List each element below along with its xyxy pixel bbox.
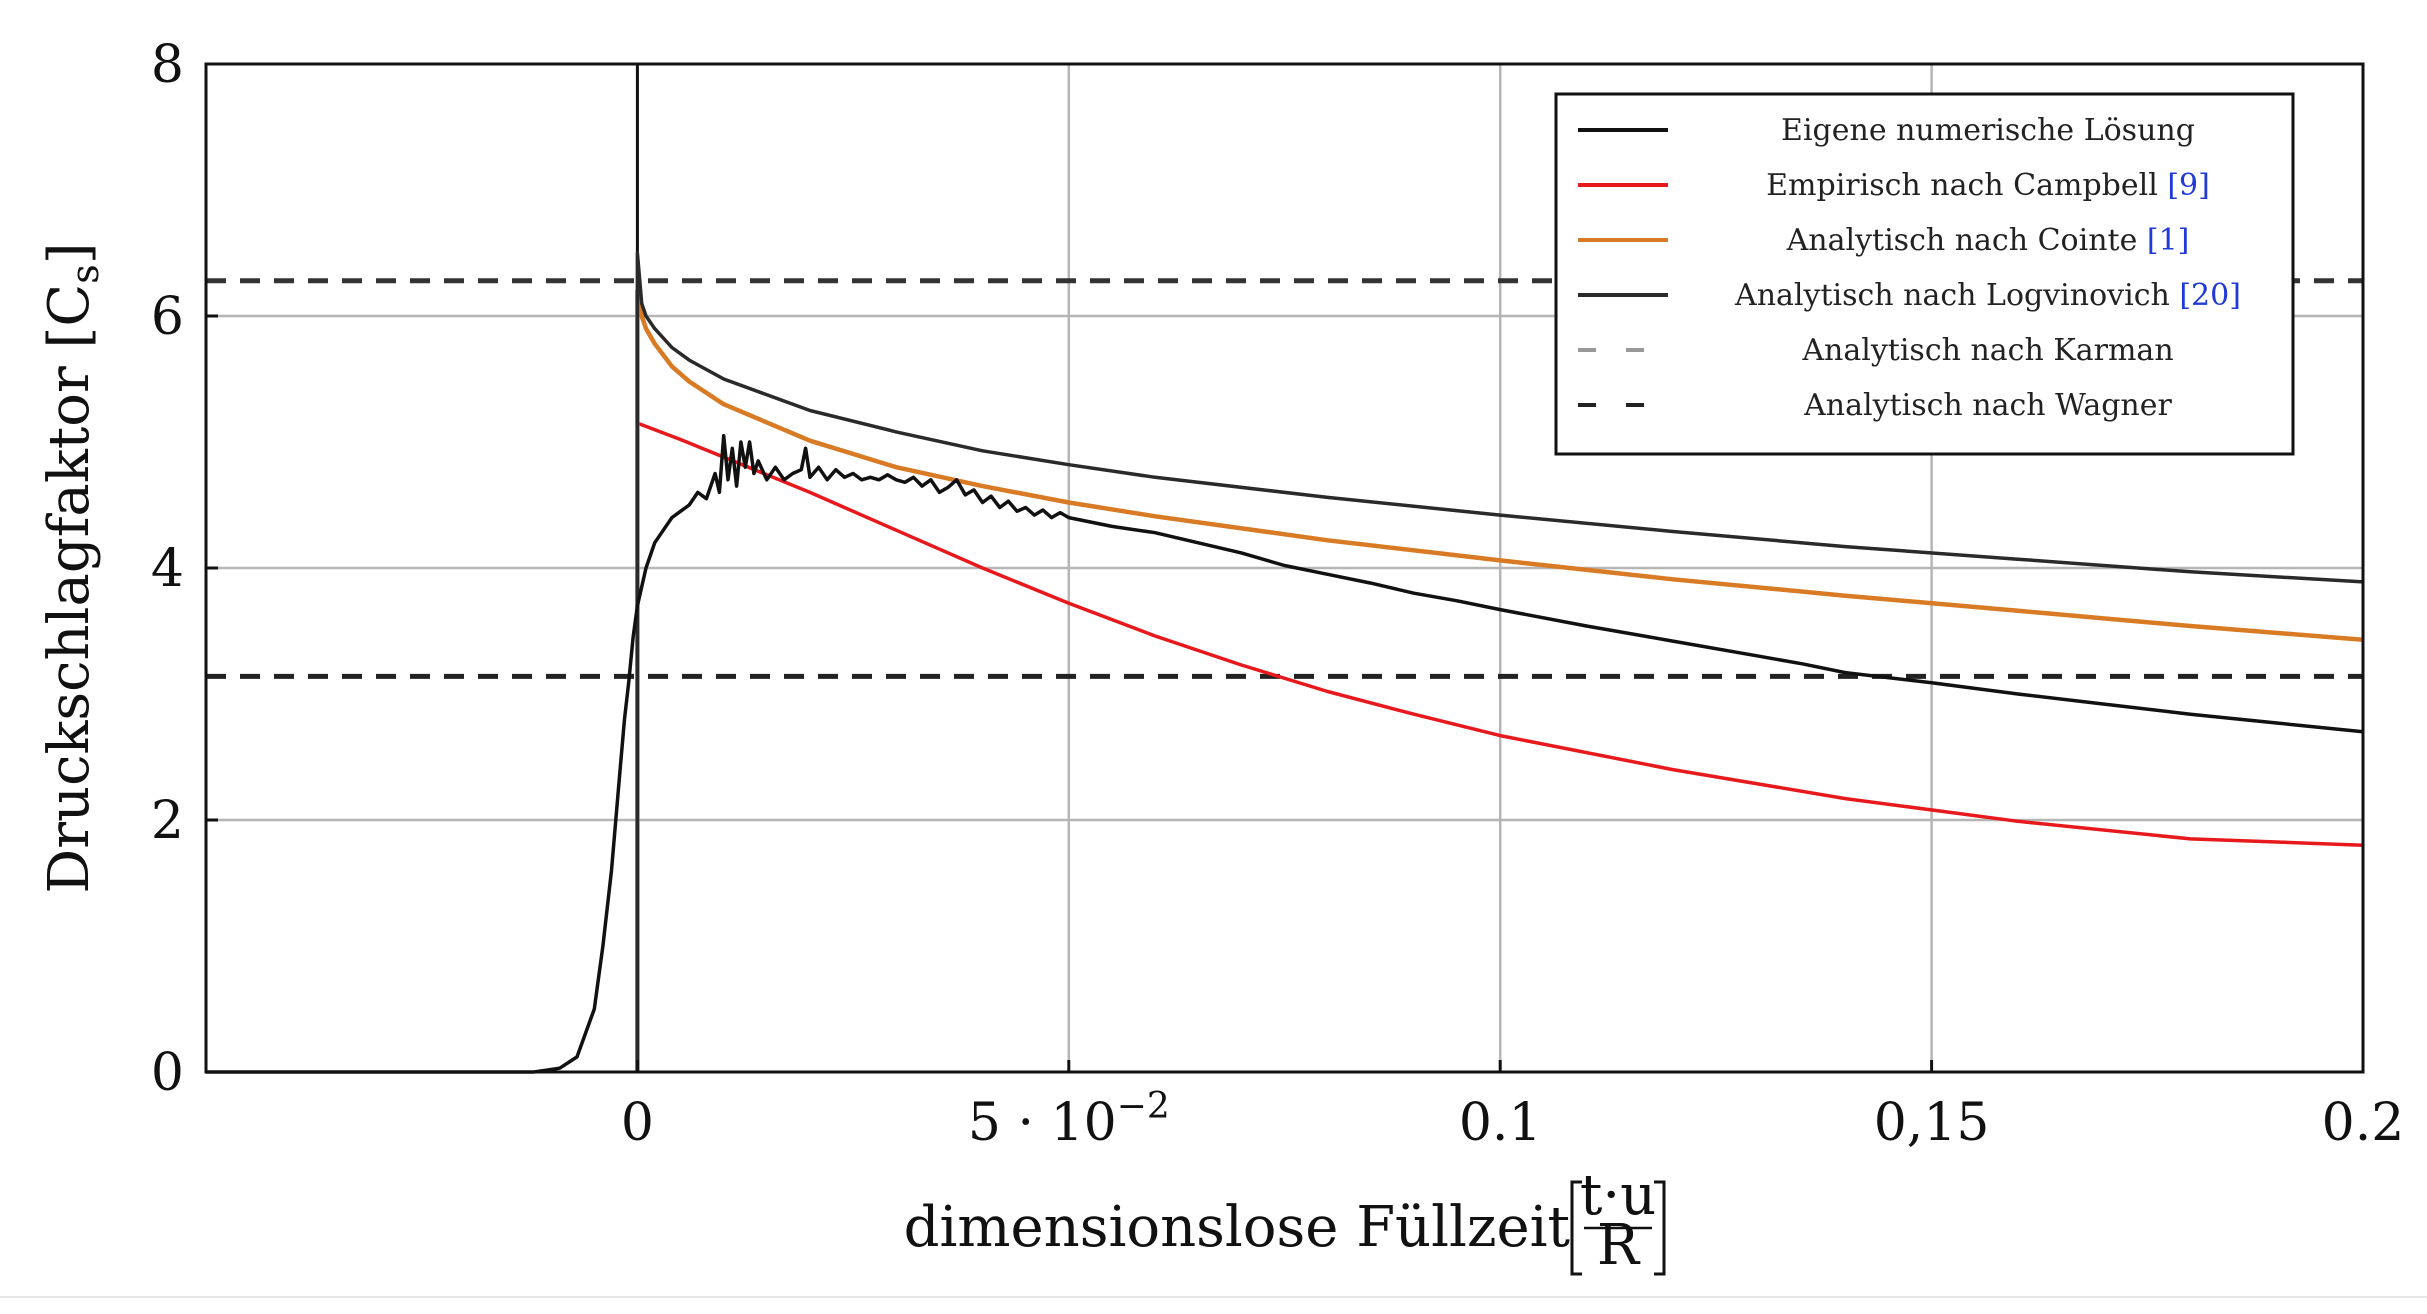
y-axis-title-text: Druckschlagfaktor [Cs] <box>37 242 107 893</box>
legend-label-name: Analytisch nach Logvinovich <box>1734 278 2170 313</box>
x-tick-label-text: 0,15 <box>1874 1093 1990 1153</box>
y-tick-label: 6 <box>151 287 184 347</box>
fraction-denominator: R <box>1597 1213 1641 1278</box>
fraction-bracket-right <box>1654 1180 1666 1276</box>
legend-label-citation: [1] <box>2137 223 2189 258</box>
legend-label: Analytisch nach Cointe [1] <box>1786 223 2190 258</box>
legend-label: Eigene numerische Lösung <box>1781 113 2195 148</box>
x-tick-label-exponent: −2 <box>1117 1086 1170 1127</box>
legend-label: Empirisch nach Campbell [9] <box>1766 168 2210 203</box>
reference-lines <box>206 278 2363 679</box>
series-line-3 <box>635 251 2364 1072</box>
series-line-2 <box>635 288 2364 1072</box>
y-tick-label: 4 <box>151 539 184 599</box>
series-line-1 <box>635 421 2364 1072</box>
x-tick-label-text: 0.1 <box>1459 1093 1542 1153</box>
legend-item-1: Empirisch nach Campbell [9] <box>1578 168 2210 203</box>
legend-label: Analytisch nach Wagner <box>1803 388 2172 423</box>
y-axis-close-bracket: ] <box>37 242 102 264</box>
x-tick-label: 0.2 <box>2322 1093 2405 1153</box>
x-axis-title-fraction: t·u R <box>1570 1163 1666 1278</box>
legend-item-0: Eigene numerische Lösung <box>1578 113 2195 148</box>
y-tick-label: 2 <box>151 791 184 851</box>
legend-box <box>1554 92 2295 456</box>
legend-label-citation: [9] <box>2158 168 2210 203</box>
legend-item-2: Analytisch nach Cointe [1] <box>1578 223 2189 258</box>
legend-items: Eigene numerische Lösung Empirisch nach C… <box>1578 113 2241 423</box>
bottom-divider <box>0 1296 2427 1298</box>
y-axis-open-bracket: [ <box>37 327 102 367</box>
y-axis-title: Druckschlagfaktor [Cs] <box>37 242 107 893</box>
x-tick-label: 0.1 <box>1459 1093 1542 1153</box>
legend-label-name: Eigene numerische Lösung <box>1781 113 2195 148</box>
x-tick-label: 5 · 10−2 <box>968 1086 1170 1153</box>
fraction-bracket-left <box>1570 1180 1582 1276</box>
legend-item-5: Analytisch nach Wagner <box>1578 388 2173 423</box>
y-axis-symbol: C <box>37 284 102 327</box>
x-tick-label: 0,15 <box>1874 1093 1990 1153</box>
x-axis-title: dimensionslose Füllzeit t·u R <box>904 1163 1666 1278</box>
y-tick-label: 0 <box>151 1043 184 1103</box>
legend-label: Analytisch nach Logvinovich [20] <box>1734 278 2241 313</box>
y-tick-label: 8 <box>151 35 184 95</box>
x-axis-title-text: dimensionslose Füllzeit <box>904 1195 1571 1260</box>
legend-label-name: Analytisch nach Cointe <box>1786 223 2138 258</box>
tick-labels: 0 5 · 10−2 0.1 0,15 0.2 0 2 4 6 8 <box>151 35 2404 1153</box>
legend-label-citation: [20] <box>2170 278 2241 313</box>
legend-item-3: Analytisch nach Logvinovich [20] <box>1578 278 2241 313</box>
y-axis-symbol-subscript: s <box>63 264 107 284</box>
x-tick-label: 0 <box>621 1093 654 1153</box>
series-line-0 <box>206 433 2364 1074</box>
legend-label-name: Analytisch nach Wagner <box>1803 388 2172 423</box>
x-tick-label-text: 5 · 10 <box>968 1093 1117 1153</box>
legend-label: Analytisch nach Karman <box>1801 333 2173 368</box>
legend-label-name: Analytisch nach Karman <box>1801 333 2173 368</box>
y-axis-title-word: Druckschlagfaktor <box>37 366 102 894</box>
x-tick-label-text: 0.2 <box>2322 1093 2405 1153</box>
fraction-numerator: t·u <box>1580 1163 1656 1228</box>
series-lines <box>206 251 2364 1074</box>
legend-label-name: Empirisch nach Campbell <box>1766 168 2158 203</box>
legend-item-4: Analytisch nach Karman <box>1578 333 2174 368</box>
x-tick-label-text: 0 <box>621 1093 654 1153</box>
legend: Eigene numerische Lösung Empirisch nach C… <box>1554 92 2295 456</box>
